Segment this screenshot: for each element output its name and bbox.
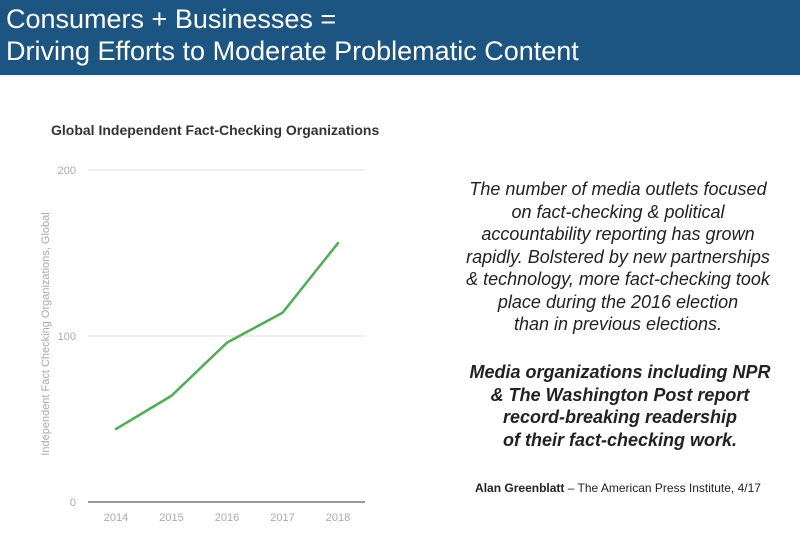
y-tick-label: 100 bbox=[58, 331, 76, 343]
data-point bbox=[281, 311, 284, 314]
y-axis-label: Independent Fact Checking Organizations,… bbox=[40, 212, 52, 455]
highlight-line: record-breaking readership bbox=[502, 407, 738, 427]
chart-title: Global Independent Fact-Checking Organiz… bbox=[51, 122, 380, 138]
highlight-line: & The Washington Post report bbox=[490, 384, 750, 405]
line-chart: 0 100 200 2014 2015 2016 2017 2018 Independent F… bbox=[40, 165, 365, 524]
highlight-line: Media organizations including NPR bbox=[469, 362, 771, 382]
slide-title-line-2: Driving Efforts to Moderate Problematic … bbox=[6, 36, 579, 66]
paragraph: The number of media outlets focused on fa… bbox=[448, 178, 788, 336]
paragraph-line: accountability reporting has grown bbox=[481, 224, 755, 244]
x-tick-label: 2017 bbox=[270, 512, 294, 524]
paragraph-line: & technology, more fact-checking took bbox=[466, 269, 770, 289]
citation: Alan Greenblatt – The American Press Ins… bbox=[448, 481, 788, 495]
paragraph-line: than in previous elections. bbox=[513, 314, 723, 334]
paragraph-line: on fact-checking & political bbox=[511, 201, 725, 222]
citation-author: Alan Greenblatt bbox=[475, 481, 565, 495]
citation-source: – The American Press Institute, 4/17 bbox=[564, 481, 761, 495]
slide-title-line-1: Consumers + Businesses = bbox=[6, 4, 337, 34]
highlight-paragraph: Media organizations including NPR & The W… bbox=[448, 361, 792, 451]
data-point bbox=[114, 427, 118, 431]
x-tick-label: 2016 bbox=[215, 512, 239, 524]
paragraph-line: The number of media outlets focused bbox=[469, 179, 767, 199]
y-tick-label: 0 bbox=[70, 497, 76, 509]
paragraph-line: rapidly. Bolstered by new partnerships bbox=[466, 246, 770, 267]
data-point bbox=[225, 341, 229, 344]
highlight-line: of their fact-checking work. bbox=[502, 429, 738, 450]
data-point bbox=[336, 241, 340, 245]
x-tick-label: 2015 bbox=[159, 512, 183, 524]
paragraph-line: place during the 2016 election bbox=[497, 291, 739, 312]
data-point bbox=[170, 394, 173, 397]
x-tick-label: 2014 bbox=[104, 512, 128, 524]
slide-header: Consumers + Businesses = Driving Efforts… bbox=[0, 0, 800, 75]
y-tick-label: 200 bbox=[58, 165, 76, 177]
x-tick-label: 2018 bbox=[326, 512, 350, 524]
